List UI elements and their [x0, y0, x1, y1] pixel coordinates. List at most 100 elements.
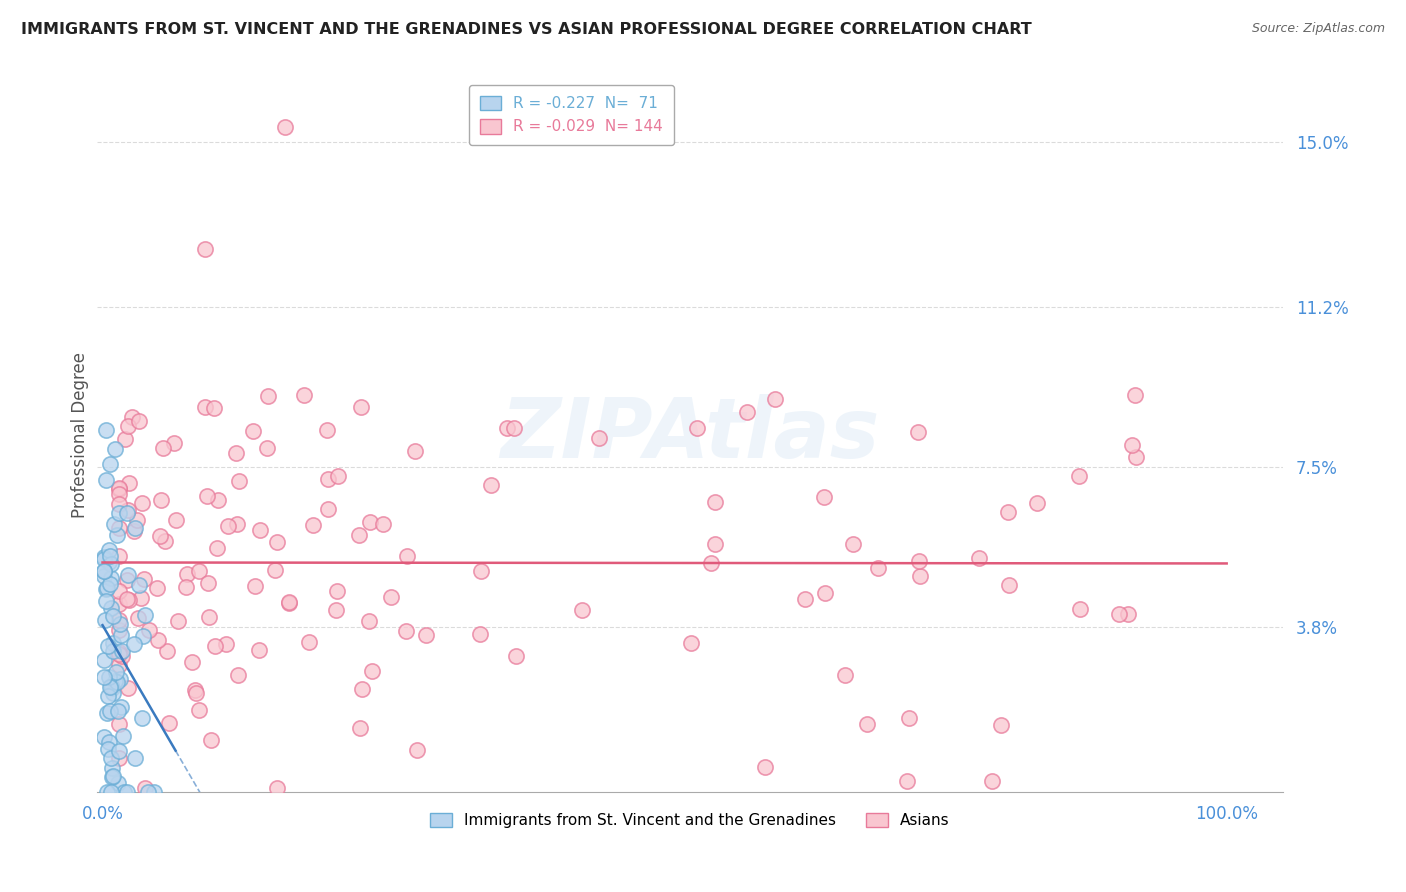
- Point: [1125, 450, 1147, 464]
- Point: [406, 742, 429, 756]
- Point: [108, 658, 131, 673]
- Point: [124, 637, 146, 651]
- Point: [100, 750, 122, 764]
- Point: [94, 582, 117, 596]
- Point: [981, 774, 1004, 789]
- Point: [225, 445, 247, 459]
- Point: [163, 435, 186, 450]
- Point: [108, 645, 131, 659]
- Point: [395, 549, 418, 563]
- Point: [204, 639, 226, 653]
- Point: [256, 389, 278, 403]
- Point: [325, 583, 347, 598]
- Point: [263, 563, 285, 577]
- Point: [108, 751, 131, 765]
- Point: [129, 591, 152, 605]
- Point: [184, 686, 207, 700]
- Point: [108, 624, 131, 638]
- Point: [479, 477, 502, 491]
- Point: [115, 573, 138, 587]
- Point: [93, 568, 115, 582]
- Point: [155, 644, 177, 658]
- Point: [228, 475, 250, 489]
- Point: [194, 400, 217, 414]
- Point: [108, 613, 131, 627]
- Point: [737, 405, 759, 419]
- Point: [165, 512, 187, 526]
- Point: [277, 597, 299, 611]
- Point: [107, 704, 129, 718]
- Point: [495, 421, 517, 435]
- Point: [997, 505, 1019, 519]
- Point: [588, 431, 610, 445]
- Point: [96, 785, 118, 799]
- Point: [128, 578, 150, 592]
- Point: [97, 735, 120, 749]
- Point: [94, 423, 117, 437]
- Point: [101, 608, 124, 623]
- Point: [93, 653, 115, 667]
- Point: [415, 627, 437, 641]
- Point: [298, 635, 321, 649]
- Point: [107, 528, 129, 542]
- Point: [793, 592, 815, 607]
- Point: [468, 626, 491, 640]
- Point: [108, 549, 131, 563]
- Point: [117, 568, 139, 582]
- Point: [127, 611, 149, 625]
- Point: [94, 473, 117, 487]
- Point: [908, 554, 931, 568]
- Point: [207, 541, 229, 555]
- Point: [96, 639, 118, 653]
- Point: [108, 487, 131, 501]
- Point: [110, 649, 132, 664]
- Point: [108, 583, 131, 598]
- Point: [104, 673, 127, 688]
- Point: [215, 637, 238, 651]
- Point: [100, 601, 122, 615]
- Point: [325, 603, 347, 617]
- Text: IMMIGRANTS FROM ST. VINCENT AND THE GRENADINES VS ASIAN PROFESSIONAL DEGREE CORR: IMMIGRANTS FROM ST. VINCENT AND THE GREN…: [21, 22, 1032, 37]
- Point: [302, 517, 325, 532]
- Point: [349, 528, 371, 542]
- Point: [350, 400, 373, 414]
- Point: [226, 668, 249, 682]
- Point: [167, 615, 190, 629]
- Point: [699, 556, 721, 570]
- Point: [134, 607, 156, 622]
- Point: [157, 715, 180, 730]
- Point: [138, 623, 160, 637]
- Point: [131, 495, 153, 509]
- Point: [359, 614, 381, 628]
- Point: [108, 481, 131, 495]
- Point: [404, 444, 426, 458]
- Point: [188, 703, 211, 717]
- Point: [681, 636, 703, 650]
- Point: [110, 700, 132, 714]
- Point: [470, 564, 492, 578]
- Point: [103, 644, 125, 658]
- Point: [121, 410, 143, 425]
- Point: [908, 569, 931, 583]
- Point: [184, 682, 207, 697]
- Point: [110, 628, 132, 642]
- Point: [349, 722, 371, 736]
- Point: [101, 681, 124, 696]
- Point: [380, 590, 402, 604]
- Point: [1108, 607, 1130, 621]
- Point: [1069, 602, 1091, 616]
- Point: [132, 629, 155, 643]
- Point: [108, 717, 131, 731]
- Point: [242, 424, 264, 438]
- Point: [117, 419, 139, 434]
- Point: [108, 647, 131, 661]
- Point: [94, 613, 117, 627]
- Point: [350, 681, 373, 696]
- Point: [94, 594, 117, 608]
- Point: [207, 493, 229, 508]
- Point: [371, 517, 394, 532]
- Point: [131, 711, 153, 725]
- Point: [93, 670, 115, 684]
- Point: [104, 442, 127, 456]
- Point: [111, 729, 134, 743]
